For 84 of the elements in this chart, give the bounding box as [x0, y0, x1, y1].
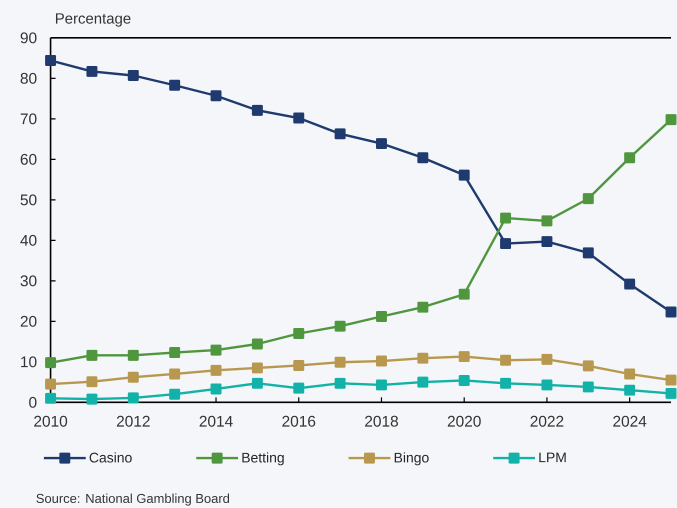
point [86, 394, 98, 405]
point [541, 380, 552, 390]
legend-label: Betting [242, 452, 284, 466]
source-note: Source: National Gambling Board [36, 494, 230, 506]
point [45, 392, 56, 404]
point [45, 378, 56, 390]
point [582, 382, 594, 392]
y-tick-label: 80 [20, 72, 36, 84]
x-tick-label: 2018 [365, 416, 398, 427]
point [334, 356, 346, 368]
point [458, 375, 470, 386]
point [252, 362, 263, 374]
point [128, 70, 139, 82]
point [293, 360, 304, 372]
y-axis-title: Percentage [56, 13, 130, 27]
point [541, 215, 552, 226]
point [500, 212, 512, 224]
y-tick-label: 50 [20, 194, 36, 206]
point [417, 152, 428, 164]
point [624, 152, 636, 164]
point [128, 372, 139, 383]
point [210, 364, 222, 376]
point [252, 104, 263, 116]
point [582, 360, 594, 372]
x-tick-label: 2024 [613, 416, 646, 427]
point [293, 328, 304, 340]
point [169, 347, 180, 358]
point [376, 356, 387, 367]
y-tick-label: 40 [20, 234, 36, 246]
point [624, 278, 636, 290]
point [169, 368, 180, 380]
point [624, 384, 636, 396]
y-tick-label: 70 [20, 113, 36, 124]
point [252, 378, 263, 389]
point [334, 128, 346, 140]
point [86, 376, 98, 388]
y-tick-label: 20 [20, 316, 36, 327]
point [458, 170, 470, 181]
legend-label: Casino [90, 452, 132, 463]
point [169, 388, 180, 400]
point [252, 338, 263, 350]
point [541, 354, 552, 365]
y-tick-label: 90 [20, 32, 36, 44]
point [376, 311, 387, 322]
point [417, 352, 428, 364]
point [624, 368, 636, 380]
point [500, 238, 512, 250]
point [334, 378, 346, 389]
point [541, 236, 552, 248]
point [500, 378, 512, 389]
point [128, 392, 139, 404]
point [376, 138, 387, 150]
x-tick-label: 2014 [200, 416, 233, 427]
point [86, 350, 98, 361]
point [86, 66, 98, 77]
x-tick-label: 2016 [282, 416, 316, 427]
point [169, 80, 180, 91]
point [210, 344, 222, 356]
x-tick-label: 2010 [34, 416, 68, 427]
point [45, 357, 56, 368]
y-tick-label: 60 [20, 154, 36, 165]
x-tick-label: 2020 [448, 416, 481, 427]
y-tick-label: 10 [21, 356, 36, 368]
point [293, 382, 304, 394]
legend-label: Bingo [394, 452, 429, 466]
x-tick-label: 2012 [116, 416, 150, 427]
x-tick-label: 2022 [530, 416, 564, 427]
point [293, 112, 304, 124]
point [45, 55, 56, 66]
legend-label: LPM [539, 452, 566, 462]
point [210, 384, 222, 394]
point [458, 351, 470, 362]
point [582, 247, 594, 258]
point [582, 193, 594, 204]
point [376, 380, 387, 390]
y-tick-label: 0 [29, 396, 37, 408]
point [210, 90, 222, 102]
y-tick-label: 30 [20, 275, 36, 286]
point [128, 350, 139, 361]
point [417, 302, 428, 313]
point [500, 354, 512, 366]
point [334, 320, 346, 332]
point [417, 376, 428, 388]
point [458, 288, 470, 300]
